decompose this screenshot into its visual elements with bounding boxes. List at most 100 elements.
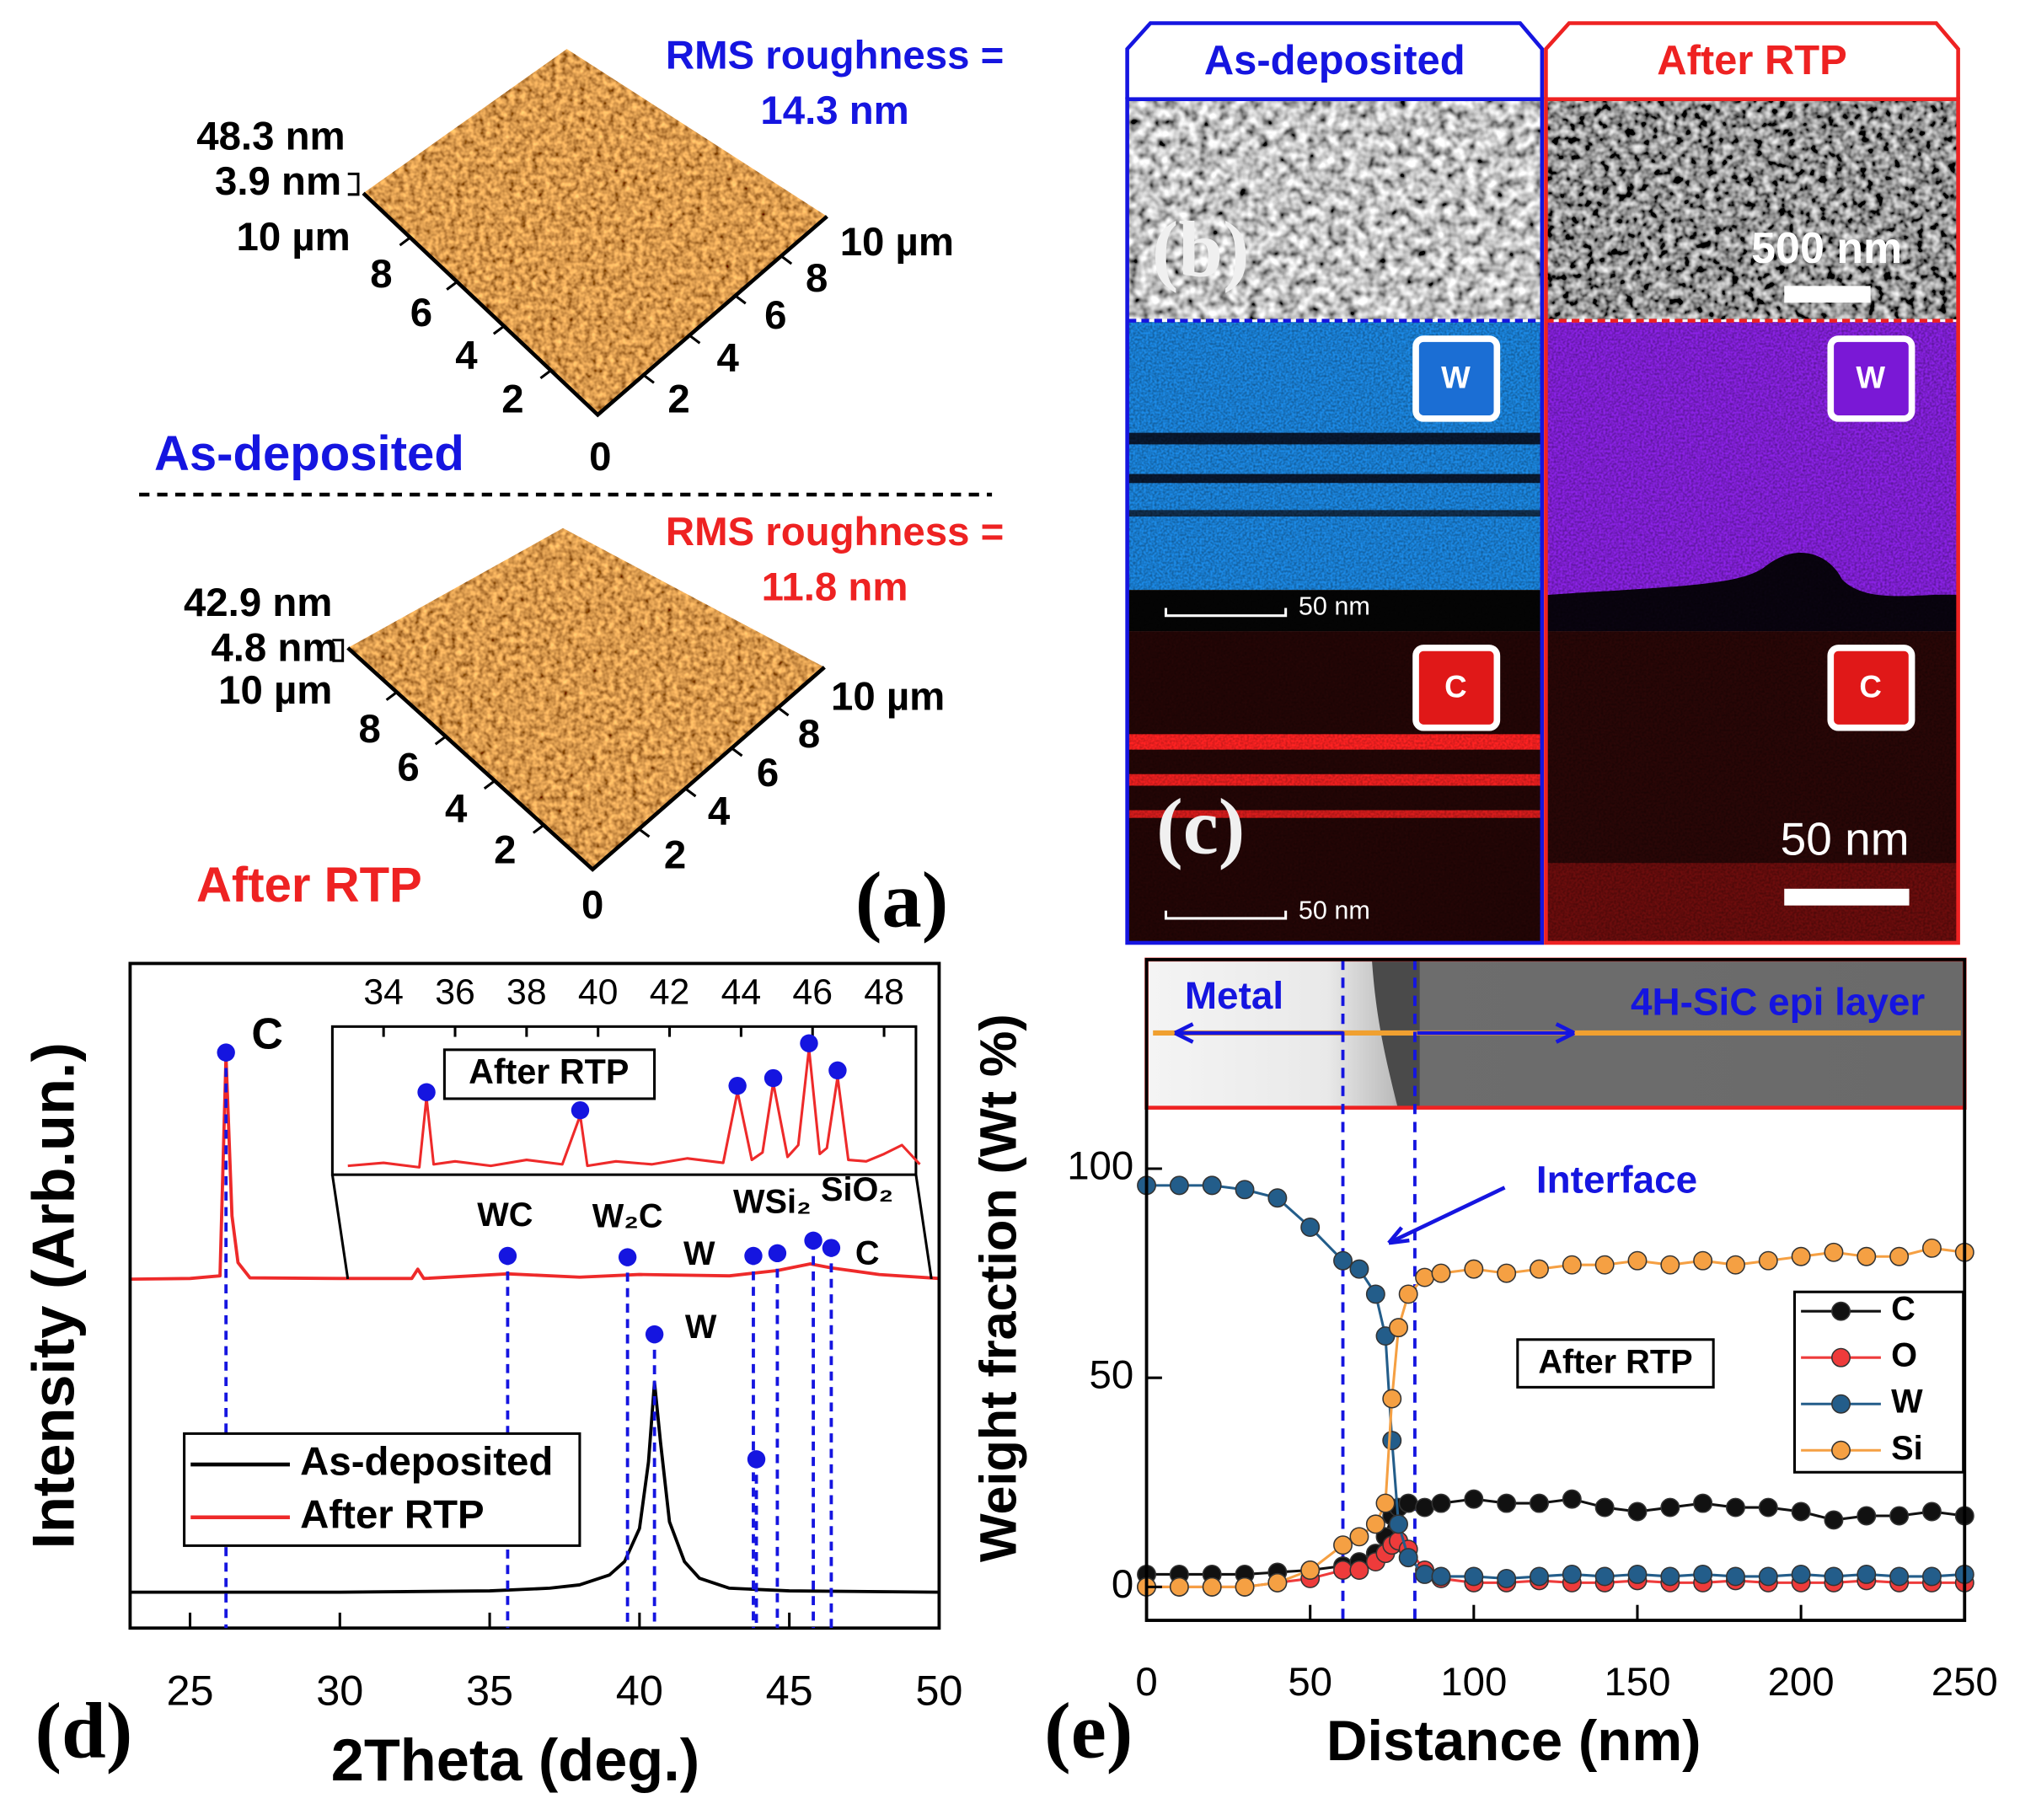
series-marker — [1857, 1246, 1877, 1266]
y-axis-label: Intensity (Arb.un.) — [19, 1042, 86, 1549]
series-marker — [1497, 1568, 1517, 1588]
z-max: 42.9 nm — [184, 581, 332, 625]
rms-label: RMS roughness = — [666, 510, 1004, 554]
badge — [1827, 335, 1916, 422]
peak-label: W — [683, 1235, 715, 1272]
rms-value: 14.3 nm — [760, 88, 908, 133]
afm-tick — [780, 254, 793, 265]
series-marker — [1921, 1502, 1942, 1522]
z-max: 48.3 nm — [196, 115, 345, 159]
series-marker — [1594, 1566, 1615, 1587]
annotation: Interface — [1536, 1157, 1697, 1201]
x-tick-label: 46 — [792, 972, 833, 1012]
axis-tick: 4 — [708, 790, 731, 834]
legend-swatch — [1831, 1440, 1851, 1460]
header-tab — [1125, 21, 1545, 99]
series-marker — [1530, 1566, 1549, 1587]
series-marker — [1349, 1527, 1369, 1547]
axis-tick: 4 — [455, 333, 478, 377]
x-tick-label: 250 — [1932, 1660, 1998, 1705]
panel-label: (d) — [35, 1687, 132, 1774]
series-marker — [1464, 1566, 1484, 1587]
peak-marker — [804, 1231, 822, 1250]
series-marker — [1857, 1506, 1877, 1526]
series-marker — [1530, 1493, 1549, 1513]
peak-marker — [618, 1248, 637, 1266]
series-marker — [1382, 1431, 1402, 1451]
axis-origin: 0 — [581, 883, 603, 928]
inset-label: After RTP — [469, 1052, 629, 1091]
series-marker — [1921, 1238, 1942, 1258]
series-marker — [1627, 1502, 1648, 1522]
series-marker — [1365, 1514, 1385, 1534]
x-tick-label: 35 — [466, 1667, 513, 1715]
tem-strip: Metal 4H-SiC epi layer Interface After R… — [1144, 957, 1967, 1389]
peak-label: W₂C — [592, 1198, 663, 1235]
peak-marker — [571, 1100, 590, 1120]
series-marker — [1497, 1493, 1517, 1513]
x-tick-label: 100 — [1440, 1660, 1507, 1705]
x-tick-label: 38 — [506, 972, 547, 1012]
x-tick-label: 34 — [363, 972, 404, 1012]
element-label: W — [1856, 361, 1885, 395]
series-marker — [1725, 1566, 1745, 1587]
axis-tick: 6 — [757, 751, 779, 795]
header-tab — [1544, 21, 1960, 99]
afm-tick — [731, 747, 743, 757]
arrow — [1390, 1186, 1506, 1244]
series-marker — [1594, 1255, 1615, 1275]
axis-label: 10 µm — [840, 220, 954, 265]
axis-label: 10 µm — [237, 215, 351, 260]
x-tick-label: 50 — [915, 1667, 962, 1715]
y-tick-label: 0 — [1112, 1562, 1133, 1607]
afm-tick — [446, 281, 458, 291]
series-marker — [1398, 1493, 1418, 1513]
element-label: C — [1859, 670, 1881, 704]
afm-tick — [532, 824, 545, 834]
series-marker — [1889, 1246, 1910, 1266]
series-marker — [1464, 1489, 1484, 1509]
x-tick-label: 200 — [1768, 1660, 1835, 1705]
scale-label: 50 nm — [1781, 812, 1910, 864]
series-marker — [1627, 1564, 1648, 1584]
peak-marker — [728, 1076, 747, 1095]
series-marker — [1791, 1502, 1811, 1522]
peak-marker — [764, 1068, 783, 1088]
series-marker — [1627, 1250, 1648, 1271]
series-marker — [1562, 1564, 1582, 1584]
annotation: 4H-SiC epi layer — [1631, 979, 1925, 1023]
legend-label: As-deposited — [300, 1440, 553, 1485]
x-tick-label: 40 — [578, 972, 619, 1012]
series-marker — [1398, 1548, 1418, 1568]
series-marker — [1375, 1493, 1396, 1513]
series-marker — [1415, 1564, 1435, 1584]
peak-marker — [645, 1325, 664, 1344]
series-marker — [1382, 1389, 1402, 1409]
series-marker — [1791, 1564, 1811, 1584]
legend-label: After RTP — [300, 1492, 484, 1537]
plot-frame — [1144, 957, 1967, 1622]
series-marker — [1921, 1566, 1942, 1587]
rms-label: RMS roughness = — [666, 33, 1004, 78]
series-marker — [1415, 1497, 1435, 1518]
axis-label: 10 µm — [218, 668, 332, 713]
x-tick-label: 0 — [1135, 1660, 1157, 1705]
afm-surface — [347, 527, 825, 870]
annotation: After RTP — [1538, 1343, 1692, 1380]
series-marker — [1758, 1566, 1778, 1587]
series-marker — [1758, 1497, 1778, 1518]
axis-tick: 2 — [501, 377, 523, 421]
series-marker — [1530, 1259, 1549, 1279]
arrow — [1387, 1226, 1410, 1245]
rms-value: 11.8 nm — [762, 565, 908, 610]
panel-label: (a) — [855, 856, 949, 944]
afm-tick — [642, 373, 655, 384]
peak-marker — [744, 1246, 763, 1266]
badge — [1412, 335, 1501, 422]
legend-label: C — [1891, 1291, 1916, 1328]
x-tick-label: 45 — [766, 1667, 813, 1715]
series-marker — [1660, 1566, 1680, 1587]
badge — [1827, 645, 1916, 731]
sample-name: As-deposited — [154, 426, 464, 481]
